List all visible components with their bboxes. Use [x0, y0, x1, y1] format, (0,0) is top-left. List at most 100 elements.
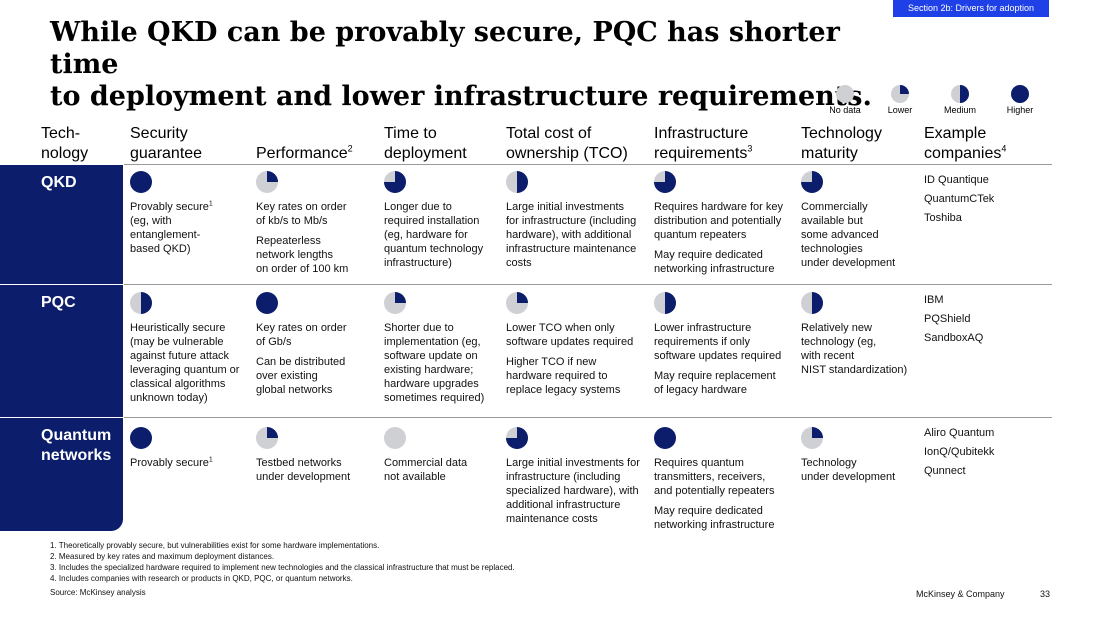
cell-line: Can be distributed: [256, 356, 346, 368]
footnote: 4. Includes companies with research or p…: [50, 574, 353, 583]
cell-line: under development: [801, 471, 896, 483]
cell-line: Requires quantum: [654, 457, 744, 469]
row-label-line: Quantum: [41, 427, 112, 444]
cell-line: Repeaterless: [256, 235, 321, 247]
cell-line: specialized hardware), with: [506, 485, 639, 497]
cell-pqc-performance: Key rates on order of Gb/s Can be distri…: [256, 292, 378, 403]
cell-paragraph: Requires hardware for key distribution a…: [654, 200, 798, 242]
cell-line: sometimes required): [384, 392, 485, 404]
header-line: Infrastructure: [654, 125, 749, 142]
harvey-ball-icon: [384, 427, 406, 449]
cell-line: Longer due to: [384, 201, 452, 213]
page-title: While QKD can be provably secure, PQC ha…: [50, 17, 910, 113]
footnote: 2. Measured by key rates and maximum dep…: [50, 552, 275, 561]
header-line: Example: [924, 125, 987, 142]
footnotes: 1. Theoretically provably secure, but vu…: [50, 540, 515, 598]
cell-qkd-security: Provably secure1 (eg, with entanglement-…: [130, 171, 252, 256]
harvey-ball-icon: [256, 292, 278, 314]
header-line: Security: [130, 125, 188, 142]
page-number: 33: [1040, 589, 1051, 599]
cell-line: not available: [384, 471, 446, 483]
header-line: Total cost of: [506, 125, 592, 142]
cell-line: infrastructure): [384, 257, 452, 269]
row-divider: [124, 164, 1052, 165]
header-line: Performance: [256, 145, 348, 162]
footnote-marker: 1: [208, 456, 213, 464]
cell-line: (may be vulnerable: [130, 336, 224, 348]
cell-paragraph: Large initial investments for infrastruc…: [506, 200, 651, 270]
harvey-ball-icon: [256, 171, 278, 193]
legend-item-lower: Lower: [870, 85, 930, 115]
row-divider: [124, 417, 1052, 418]
row-label-text: PQC: [41, 294, 76, 311]
header-technology: Tech- nology: [41, 124, 88, 164]
cell-line: infrastructure (including: [506, 471, 621, 483]
cell-qn-performance: Testbed networks under development: [256, 427, 378, 490]
cell-line: against future attack: [130, 350, 230, 362]
cell-qkd-time: Longer due to required installation (eg,…: [384, 171, 502, 276]
cell-line: Large initial investments: [506, 201, 625, 213]
cell-qn-infrastructure: Requires quantum transmitters, receivers…: [654, 427, 798, 538]
cell-paragraph: Technology under development: [801, 456, 919, 484]
cell-line: network lengths: [256, 249, 334, 261]
cell-line: (eg, hardware for: [384, 229, 468, 241]
title-line-2: to deployment and lower infrastructure r…: [50, 81, 872, 112]
row-label-qkd: QKD: [0, 165, 123, 284]
cell-qn-maturity: Technology under development: [801, 427, 919, 490]
cell-line: and potentially repeaters: [654, 485, 775, 497]
cell-line: existing hardware;: [384, 364, 474, 376]
cell-line: hardware required to: [506, 370, 608, 382]
cell-line: technologies: [801, 243, 863, 255]
cell-line: networking infrastructure: [654, 263, 775, 275]
cell-paragraph: Testbed networks under development: [256, 456, 378, 484]
header-line: companies: [924, 145, 1002, 162]
cell-line: software update on: [384, 350, 478, 362]
section-tag: Section 2b: Drivers for adoption: [893, 0, 1049, 17]
header-line: ownership (TCO): [506, 145, 628, 162]
harvey-ball-icon: [130, 171, 152, 193]
harvey-ball-icon: [130, 292, 152, 314]
header-line: maturity: [801, 145, 858, 162]
harvey-ball-icon: [891, 85, 909, 103]
cell-pqc-time: Shorter due to implementation (eg, softw…: [384, 292, 502, 411]
company-name: IBM: [924, 294, 944, 306]
cell-line: leveraging quantum or: [130, 364, 240, 376]
cell-line: on order of 100 km: [256, 263, 349, 275]
harvey-ball-icon: [836, 85, 854, 103]
legend-item-higher: Higher: [990, 85, 1050, 115]
cell-line: unknown today): [130, 392, 208, 404]
cell-line: software updates required: [654, 350, 782, 362]
footnote-marker: 3: [747, 143, 753, 154]
cell-pqc-security: Heuristically secure (may be vulnerable …: [130, 292, 252, 405]
harvey-ball-icon: [256, 427, 278, 449]
cell-qkd-maturity: Commercially available but some advanced…: [801, 171, 919, 276]
cell-paragraph: Can be distributed over existing global …: [256, 355, 378, 397]
cell-qkd-performance: Key rates on order of kb/s to Mb/s Repea…: [256, 171, 378, 282]
harvey-ball-icon: [506, 171, 528, 193]
cell-line: May require dedicated: [654, 249, 763, 261]
cell-line: with recent: [801, 350, 855, 362]
cell-line: Requires hardware for key: [654, 201, 784, 213]
cell-line: maintenance costs: [506, 513, 598, 525]
cell-line: global networks: [256, 384, 333, 396]
cell-line: implementation (eg,: [384, 336, 481, 348]
company-name: Qunnect: [924, 465, 966, 477]
cell-line: hardware upgrades: [384, 378, 479, 390]
legend-label: Higher: [1006, 105, 1034, 115]
harvey-ball-icon: [801, 427, 823, 449]
harvey-ball-icon: [654, 427, 676, 449]
cell-line: based QKD): [130, 243, 191, 255]
cell-line: software updates required: [506, 336, 634, 348]
cell-line: of Gb/s: [256, 336, 292, 348]
cell-line: infrastructure maintenance: [506, 243, 637, 255]
cell-line: available but: [801, 215, 863, 227]
cell-line: NIST standardization): [801, 364, 908, 376]
cell-paragraph: May require dedicated networking infrast…: [654, 248, 798, 276]
footnote-marker: 4: [1001, 143, 1007, 154]
cell-line: some advanced: [801, 229, 879, 241]
cell-line: under development: [801, 257, 896, 269]
cell-line: transmitters, receivers,: [654, 471, 766, 483]
row-label-line: networks: [41, 447, 112, 464]
cell-line: distribution and potentially: [654, 215, 782, 227]
harvey-ball-icon: [130, 427, 152, 449]
